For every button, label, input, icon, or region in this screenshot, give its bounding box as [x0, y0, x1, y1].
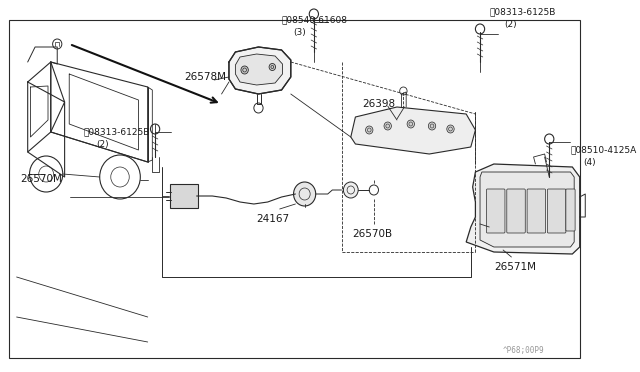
Text: (2): (2) — [504, 19, 516, 29]
FancyBboxPatch shape — [486, 189, 505, 233]
Circle shape — [269, 64, 276, 71]
Circle shape — [384, 122, 392, 130]
Polygon shape — [480, 172, 574, 247]
FancyBboxPatch shape — [507, 189, 525, 233]
Polygon shape — [229, 47, 291, 94]
Polygon shape — [351, 107, 476, 154]
Polygon shape — [236, 54, 282, 85]
Text: Ⓢ08313-6125B: Ⓢ08313-6125B — [489, 7, 556, 16]
Text: 26570B: 26570B — [353, 229, 393, 239]
Text: ^P68;00P9: ^P68;00P9 — [503, 346, 545, 355]
Circle shape — [344, 182, 358, 198]
Text: (3): (3) — [294, 28, 307, 36]
Circle shape — [407, 120, 415, 128]
FancyBboxPatch shape — [527, 189, 545, 233]
Text: Ⓢ08540-61608: Ⓢ08540-61608 — [282, 16, 348, 25]
FancyBboxPatch shape — [547, 189, 566, 233]
Text: 24167: 24167 — [257, 214, 290, 224]
Text: 26570M: 26570M — [20, 174, 62, 184]
Text: Ⓢ08313-6125B: Ⓢ08313-6125B — [83, 128, 150, 137]
Circle shape — [428, 122, 436, 130]
Circle shape — [365, 126, 373, 134]
Text: Ⓢ08510-4125A: Ⓢ08510-4125A — [570, 145, 637, 154]
Text: 26571M: 26571M — [494, 262, 536, 272]
Circle shape — [294, 182, 316, 206]
FancyBboxPatch shape — [566, 189, 575, 231]
Text: (4): (4) — [584, 157, 596, 167]
Circle shape — [241, 66, 248, 74]
Polygon shape — [466, 164, 580, 254]
Circle shape — [447, 125, 454, 133]
Text: 26578M: 26578M — [184, 72, 227, 82]
Text: (2): (2) — [96, 140, 109, 148]
Text: 26398: 26398 — [362, 99, 395, 109]
FancyBboxPatch shape — [170, 184, 198, 208]
